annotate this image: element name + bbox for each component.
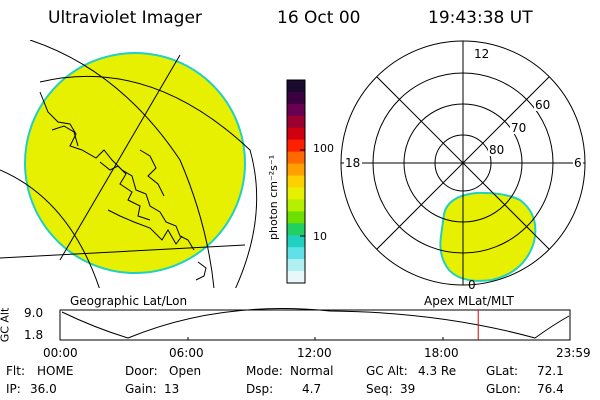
mode-label: Mode: (246, 364, 283, 378)
colorbar-segment (287, 199, 305, 212)
colorbar-unit-label: photon cm⁻²s⁻¹ (267, 155, 280, 240)
colorbar-segment (287, 247, 305, 260)
coastline (107, 209, 183, 245)
colorbar-segment (287, 235, 305, 248)
glat-value: 72.1 (537, 364, 564, 378)
colorbar-segment (287, 271, 305, 284)
altitude-curve (61, 308, 570, 339)
mlat-label-70: 70 (511, 121, 526, 135)
gcalt-value: 4.3 Re (418, 364, 457, 378)
ip-label: IP: (6, 382, 21, 396)
label-bg (573, 156, 583, 169)
mlt-label-12: 12 (474, 47, 489, 61)
colorbar-segment (287, 163, 305, 177)
altitude-ylabel: GC Alt (0, 307, 12, 343)
gain-label: Gain: (125, 382, 157, 396)
polar-plot: 12 18 6 0 60 70 80 (340, 40, 586, 292)
label-bg (488, 143, 508, 156)
colorbar-segment (287, 223, 305, 236)
door-label: Door: (125, 364, 158, 378)
altitude-plot (59, 308, 571, 341)
dsp-value: 4.7 (302, 382, 322, 396)
coastline (195, 261, 207, 281)
colorbar-tick-label: 100 (313, 142, 334, 155)
grid-line (59, 54, 181, 261)
colorbar-segment (287, 211, 305, 224)
gain-value: 13 (164, 382, 180, 396)
aurora-disk (24, 52, 246, 274)
colorbar-segment (287, 187, 305, 201)
colorbar-segment (287, 175, 305, 189)
mlt-label-18: 18 (345, 156, 360, 170)
colorbar-segment (287, 103, 305, 117)
colorbar-segment (287, 151, 305, 165)
mlat-label-60: 60 (535, 98, 550, 112)
time-tick-label: 23:59 (556, 346, 591, 360)
label-bg (473, 48, 489, 61)
grid-line (0, 244, 246, 259)
door-value: Open (169, 364, 202, 378)
colorbar-segment (287, 139, 305, 153)
coastline (139, 149, 165, 197)
gcalt-label: GC Alt: (366, 364, 408, 378)
instrument-title: Ultraviolet Imager (48, 8, 202, 28)
geographic-image (0, 40, 258, 288)
geographic-panel-label: Geographic Lat/Lon (70, 294, 188, 308)
colorbar-segment (287, 115, 305, 129)
altitude-plot-frame (59, 309, 571, 341)
altitude-ymin: 1.8 (24, 328, 44, 342)
glat-label: GLat: (486, 364, 519, 378)
polar-axis-diagonal (376, 76, 550, 250)
label-bg (534, 98, 554, 111)
mlt-label-6: 6 (574, 156, 582, 170)
grid-line (29, 40, 215, 288)
grid-line (0, 169, 100, 288)
colorbar-segment (287, 127, 305, 141)
time-tick-label: 06:00 (169, 346, 204, 360)
dsp-label: Dsp: (246, 382, 274, 396)
date-label: 16 Oct 00 (277, 8, 361, 28)
label-bg (344, 156, 362, 169)
magnetic-panel-label: Apex MLat/MLT (424, 294, 514, 308)
seq-value: 39 (400, 382, 416, 396)
label-bg (510, 121, 530, 134)
colorbar-segment (287, 259, 305, 272)
glon-label: GLon: (486, 382, 521, 396)
colorbar-segment (287, 80, 305, 93)
seq-label: Seq: (366, 382, 393, 396)
time-tick-label: 00:00 (43, 346, 78, 360)
colorbar (287, 80, 305, 284)
auroral-oval (439, 191, 537, 282)
flt-label: Flt: (6, 364, 25, 378)
mode-value: Normal (290, 364, 334, 378)
time-label: 19:43:38 UT (428, 8, 533, 28)
colorbar-tick-label: 10 (313, 230, 327, 243)
colorbar-frame (286, 79, 306, 284)
mlat-label-80: 80 (489, 143, 504, 157)
ip-value: 36.0 (30, 382, 57, 396)
flt-value: HOME (37, 364, 74, 378)
altitude-ymax: 9.0 (24, 306, 44, 320)
colorbar-segment (287, 91, 305, 105)
mlt-label-0: 0 (468, 278, 476, 292)
grid-line (39, 75, 258, 288)
time-tick-label: 18:00 (424, 346, 459, 360)
time-tick-label: 12:00 (297, 346, 332, 360)
glon-value: 76.4 (537, 382, 564, 396)
